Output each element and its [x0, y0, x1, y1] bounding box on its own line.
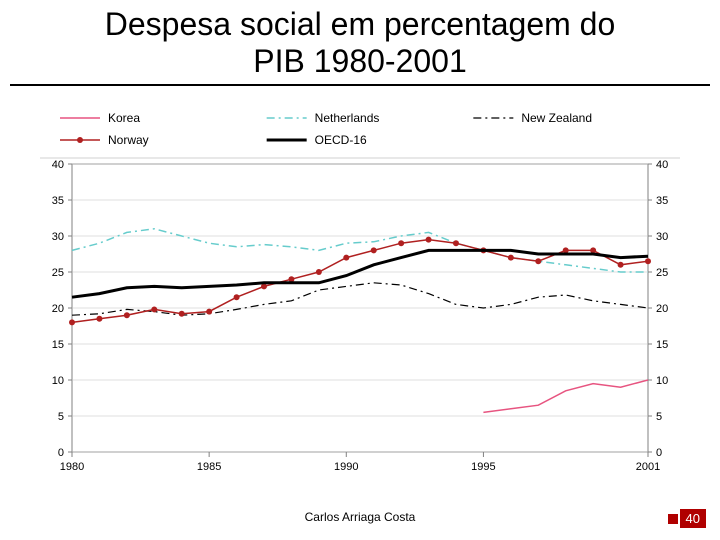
svg-text:0: 0: [58, 447, 64, 459]
svg-text:5: 5: [58, 411, 64, 423]
title-line-2: PIB 1980-2001: [253, 43, 467, 79]
svg-text:1985: 1985: [197, 461, 221, 473]
title-line-1: Despesa social em percentagem do: [105, 6, 616, 42]
svg-text:New Zealand: New Zealand: [521, 111, 592, 125]
svg-text:25: 25: [656, 267, 668, 279]
svg-text:0: 0: [656, 447, 662, 459]
svg-text:30: 30: [52, 231, 64, 243]
footer-bullet-icon: [668, 514, 678, 524]
svg-text:35: 35: [52, 195, 64, 207]
footer-author: Carlos Arriaga Costa: [0, 510, 720, 524]
slide-title: Despesa social em percentagem do PIB 198…: [0, 6, 720, 80]
svg-text:15: 15: [52, 339, 64, 351]
svg-text:10: 10: [656, 375, 668, 387]
svg-text:Norway: Norway: [108, 133, 149, 147]
svg-text:20: 20: [656, 303, 668, 315]
svg-text:25: 25: [52, 267, 64, 279]
svg-text:Korea: Korea: [108, 111, 140, 125]
page-number: 40: [680, 509, 706, 528]
svg-text:15: 15: [656, 339, 668, 351]
svg-text:OECD-16: OECD-16: [315, 133, 367, 147]
chart-container: 0 0 5 5 10 10 15 15 20 20 25 25 30 30 35 35 40 40 1980 1985…: [30, 100, 690, 480]
slide: Despesa social em percentagem do PIB 198…: [0, 0, 720, 540]
title-underline: [10, 84, 710, 86]
svg-text:35: 35: [656, 195, 668, 207]
svg-text:40: 40: [656, 159, 668, 171]
svg-text:1990: 1990: [334, 461, 358, 473]
svg-text:5: 5: [656, 411, 662, 423]
svg-text:1980: 1980: [60, 461, 84, 473]
line-chart: 0 0 5 5 10 10 15 15 20 20 25 25 30 30 35 35 40 40 1980 1985…: [30, 100, 690, 480]
svg-text:30: 30: [656, 231, 668, 243]
svg-text:10: 10: [52, 375, 64, 387]
svg-text:1995: 1995: [471, 461, 495, 473]
svg-text:40: 40: [52, 159, 64, 171]
svg-text:20: 20: [52, 303, 64, 315]
svg-text:2001: 2001: [636, 461, 660, 473]
svg-text:Netherlands: Netherlands: [315, 111, 380, 125]
